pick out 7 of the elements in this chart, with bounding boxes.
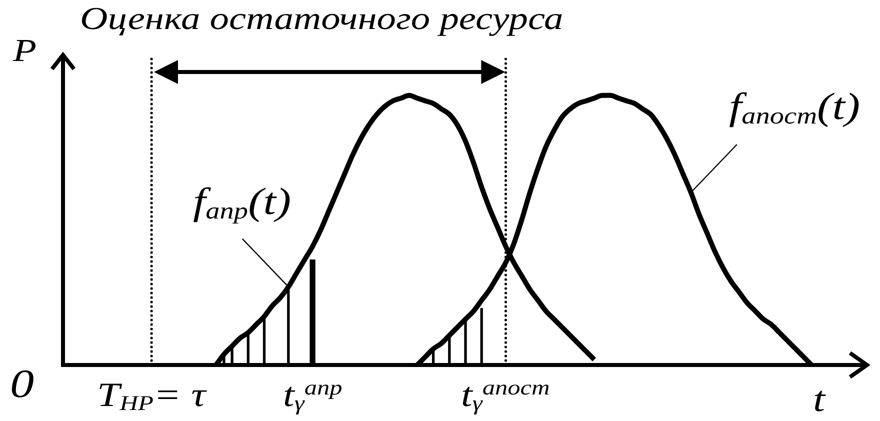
- series-label: f$_{апр}$(t): [193, 180, 292, 225]
- x-axis-title: t: [812, 379, 826, 419]
- x-tick-label: T$_{HP}$= τ: [97, 377, 206, 416]
- chart-title: Оценка остаточного ресурса: [80, 0, 564, 36]
- series-label: f$_{апост}$(t): [728, 86, 860, 130]
- text: 0: [10, 361, 34, 406]
- y-axis-title: P: [13, 32, 36, 68]
